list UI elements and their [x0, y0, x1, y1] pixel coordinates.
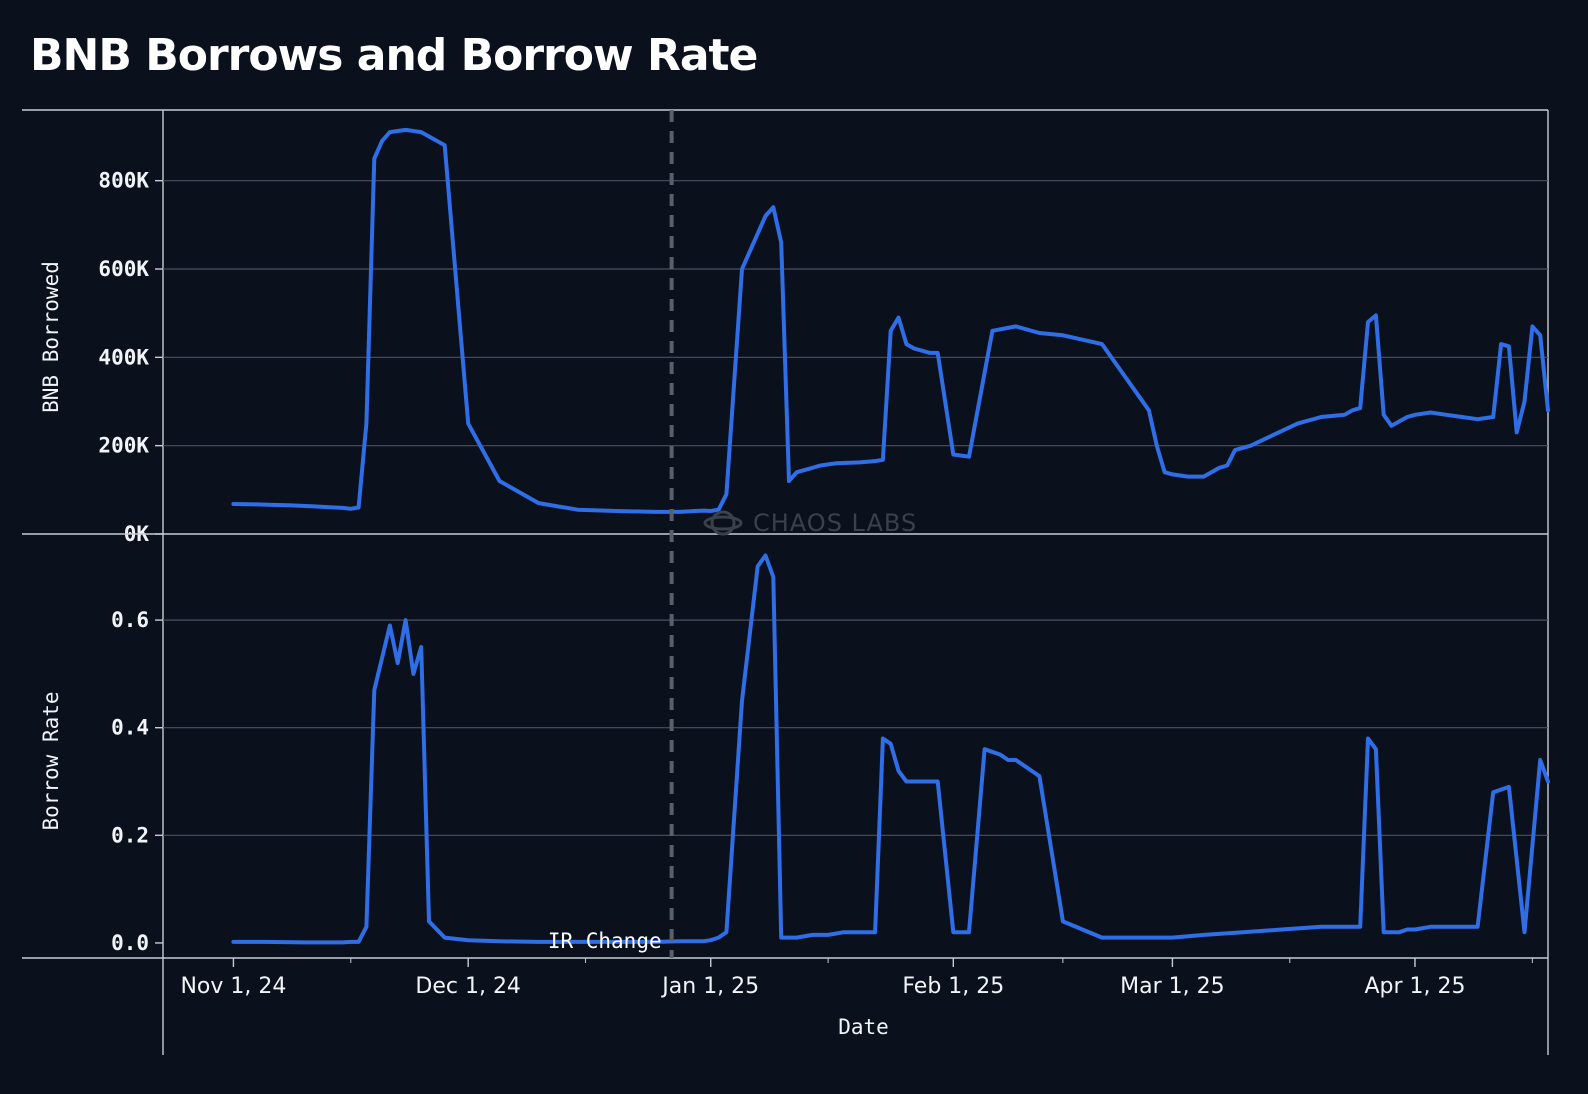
ir-change-label: IR Change — [548, 929, 662, 953]
x-tick-label: Apr 1, 25 — [1364, 974, 1465, 999]
top-series-line — [231, 127, 1550, 514]
x-tick-label: Jan 1, 25 — [660, 974, 759, 999]
chaos-labs-logo-ring — [703, 515, 743, 531]
chaos-labs-logo-icon — [710, 510, 736, 536]
bottom-ytick-label: 0.6 — [111, 608, 149, 632]
top-ytick-label: 800K — [98, 169, 149, 193]
x-tick-label: Dec 1, 24 — [415, 974, 521, 999]
top-ytick-label: 600K — [98, 257, 149, 281]
bottom-series-line — [231, 553, 1550, 945]
bottom-panel: 0.0 0.2 0.4 0.6 Borrow Rate — [22, 533, 1550, 958]
bottom-ytick-label: 0.2 — [111, 823, 149, 847]
x-tick-label: Feb 1, 25 — [902, 974, 1004, 999]
top-ytick-label: 400K — [98, 345, 149, 369]
bottom-ytick-label: 0.4 — [111, 716, 149, 740]
x-tick-label: Mar 1, 25 — [1120, 974, 1224, 999]
top-ytick-label: 200K — [98, 434, 149, 458]
x-axis: Nov 1, 24 Dec 1, 24 Jan 1, 25 Feb 1, 25 Mar … — [22, 957, 1549, 1055]
overlay: IR Change CHAOS LABS — [548, 110, 917, 958]
top-ylabel: BNB Borrowed — [39, 261, 63, 413]
x-axis-label: Date — [838, 1015, 889, 1039]
bottom-ytick-label: 0.0 — [111, 931, 149, 955]
x-tick-label: Nov 1, 24 — [180, 974, 286, 999]
watermark-text: CHAOS LABS — [753, 509, 917, 537]
bottom-ylabel: Borrow Rate — [39, 691, 63, 830]
chart-title: BNB Borrows and Borrow Rate — [30, 30, 758, 81]
